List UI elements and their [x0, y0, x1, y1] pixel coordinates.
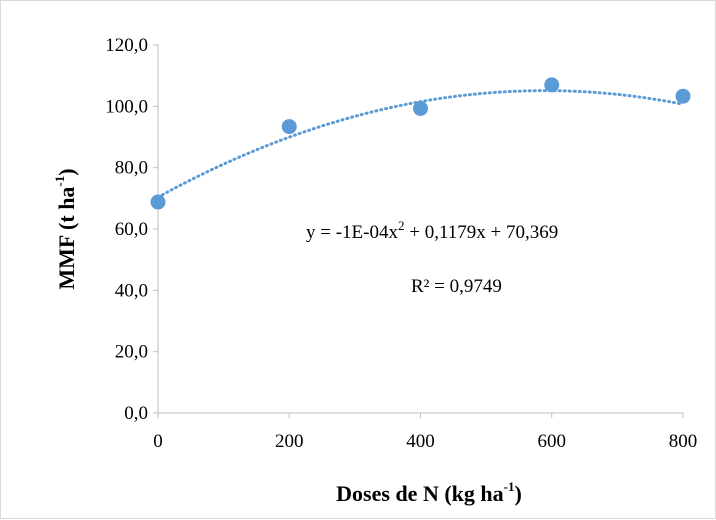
x-tick-label: 400: [406, 431, 435, 452]
equation-exponent: 2: [398, 218, 405, 233]
x-tick-label: 600: [538, 431, 567, 452]
x-axis-title-sup: -1: [504, 479, 515, 494]
y-tick-label: 40,0: [115, 280, 148, 301]
x-axis-title: Doses de N (kg ha-1): [336, 479, 522, 506]
x-tick-label: 0: [153, 431, 163, 452]
x-axis-title-main: Doses de N (kg ha: [336, 481, 503, 506]
equation-rest: + 0,1179x + 70,369: [404, 222, 558, 243]
data-point: [544, 77, 560, 93]
equation-main: y = -1E-04x: [306, 222, 398, 243]
y-axis-title-sup: -1: [52, 176, 67, 187]
y-tick-label: 80,0: [115, 158, 148, 179]
data-point: [150, 194, 166, 210]
data-point: [675, 88, 691, 104]
data-point: [413, 100, 428, 116]
ticks-layer: 0,0 20,0 40,0 60,0 80,0 100,0 120,0 0 200 400 600 8…: [105, 35, 697, 452]
y-tick-label: 120,0: [105, 35, 148, 56]
y-axis-title-main: MMF (t ha: [54, 187, 79, 290]
y-axis-title: MMF (t ha-1): [52, 168, 79, 289]
points-layer: [150, 77, 691, 210]
x-tick-label: 800: [669, 431, 698, 452]
data-point: [281, 119, 297, 135]
y-tick-label: 100,0: [105, 96, 148, 117]
y-tick-label: 20,0: [115, 342, 148, 363]
y-axis-title-close: ): [54, 168, 79, 175]
x-axis-title-close: ): [514, 481, 521, 506]
y-tick-label: 60,0: [115, 219, 148, 240]
r-squared-label: R² = 0,9749: [411, 276, 502, 297]
equation-label: y = -1E-04x2 + 0,1179x + 70,369: [306, 218, 558, 243]
x-tick-label: 200: [275, 431, 304, 452]
y-tick-label: 0,0: [124, 403, 148, 424]
